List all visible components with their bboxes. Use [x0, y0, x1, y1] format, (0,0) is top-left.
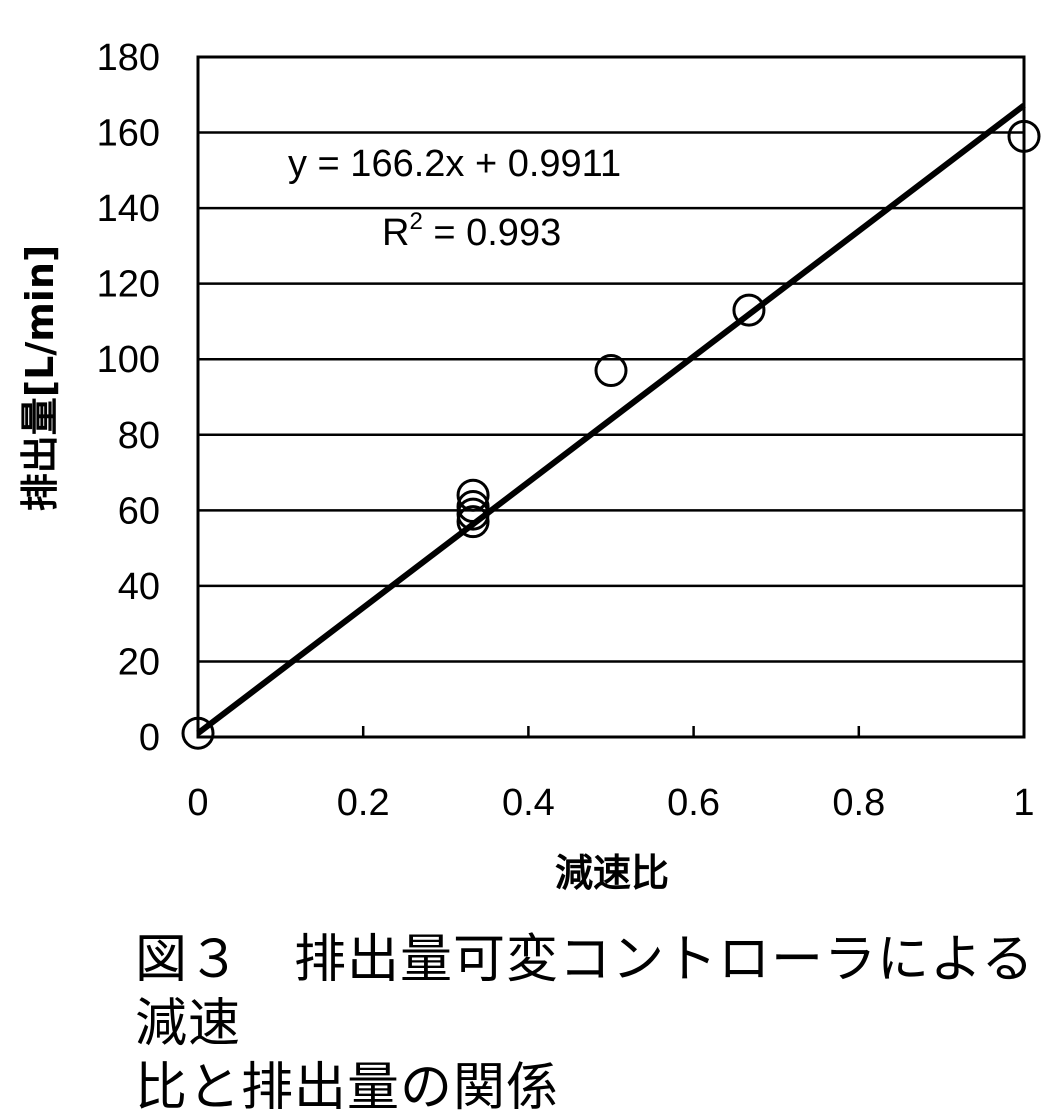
data-point [456, 497, 490, 531]
x-tick-label: 0.2 [337, 782, 390, 824]
r-squared-value: = 0.993 [423, 212, 561, 254]
r-squared-prefix: R [382, 212, 409, 254]
data-point [456, 478, 490, 512]
data-point [594, 354, 628, 388]
y-tick-labels: 0 20 40 60 80 100 120 140 160 180 [97, 37, 160, 759]
trendline-equation: y = 166.2x + 0.9911 [288, 143, 621, 185]
x-tick-label: 1 [1013, 782, 1034, 824]
y-tick-label: 60 [118, 490, 160, 532]
data-point [456, 490, 490, 524]
x-tick-label: 0.6 [667, 782, 720, 824]
y-tick-label: 20 [118, 641, 160, 683]
x-tick-labels: 0 0.2 0.4 0.6 0.8 1 [187, 782, 1034, 824]
r-squared-exponent: 2 [409, 208, 422, 235]
y-tick-label: 40 [118, 566, 160, 608]
y-tick-label: 100 [97, 339, 160, 381]
y-tick-label: 120 [97, 264, 160, 306]
data-point [732, 293, 766, 327]
data-point [456, 505, 490, 539]
x-tick-marks [361, 726, 861, 737]
data-point [181, 716, 215, 750]
x-tick-label: 0 [187, 782, 208, 824]
x-tick-label: 0.8 [832, 782, 885, 824]
caption-line-1: 図３ 排出量可変コントローラによる減速 [135, 930, 1035, 1054]
trendline [196, 103, 1026, 736]
y-tick-label: 160 [97, 113, 160, 155]
plot-area-frame [196, 55, 1026, 739]
data-point [1007, 119, 1041, 153]
gridlines [198, 131, 1024, 663]
data-points [181, 119, 1041, 750]
y-tick-label: 180 [97, 37, 160, 79]
r-squared-label: R2 = 0.993 [382, 208, 561, 254]
caption-line-2: 比と排出量の関係 [135, 1058, 560, 1118]
figure-caption: 図３ 排出量可変コントローラによる減速 比と排出量の関係 [135, 928, 1055, 1120]
y-tick-label: 140 [97, 188, 160, 230]
y-tick-label: 80 [118, 415, 160, 457]
y-axis-title: 排出量[L/min] [18, 245, 62, 512]
x-tick-label: 0.4 [502, 782, 555, 824]
y-tick-label: 0 [139, 717, 160, 759]
x-axis-title: 減速比 [555, 851, 669, 895]
